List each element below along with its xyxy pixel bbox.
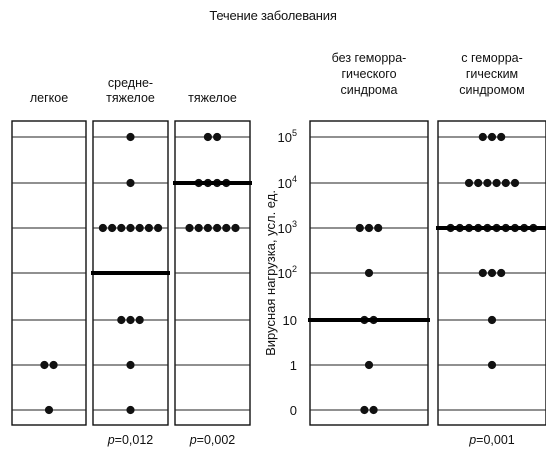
data-point — [478, 132, 487, 142]
chart-title: Течение заболевания — [209, 8, 337, 23]
data-point — [501, 178, 510, 188]
p-value-label: p=0,001 — [468, 433, 515, 447]
data-point — [185, 223, 194, 233]
data-point — [222, 223, 231, 233]
p-value-label: p=0,012 — [107, 433, 154, 447]
data-point — [510, 178, 520, 188]
data-point — [203, 132, 212, 142]
category-label: с геморра- — [461, 51, 523, 65]
category-label: без геморра- — [332, 51, 407, 65]
data-point — [487, 360, 497, 370]
data-point — [126, 315, 135, 325]
data-point — [117, 315, 126, 325]
y-tick-label: 1 — [290, 358, 297, 373]
category-label: синдромом — [459, 83, 524, 97]
data-point — [464, 178, 474, 188]
data-point — [364, 268, 374, 278]
y-tick-label: 0 — [290, 403, 297, 418]
data-point — [108, 223, 117, 233]
data-point — [474, 178, 483, 188]
category-label: средне- — [108, 76, 153, 90]
data-point — [231, 223, 240, 233]
data-point — [478, 268, 487, 278]
data-point — [126, 405, 135, 415]
data-point — [194, 223, 203, 233]
y-axis-label: Вирусная нагрузка, усл. ед. — [263, 190, 278, 356]
y-tick-label: 104 — [278, 174, 297, 191]
data-point — [374, 223, 383, 233]
data-point — [154, 223, 163, 233]
y-tick-label: 105 — [278, 128, 297, 145]
data-point — [369, 405, 378, 415]
data-point — [49, 360, 58, 370]
data-point — [213, 223, 222, 233]
data-point — [98, 223, 107, 233]
data-point — [144, 223, 153, 233]
data-point — [135, 315, 144, 325]
data-point — [364, 360, 374, 370]
category-label: синдрома — [341, 83, 398, 97]
data-point — [355, 223, 364, 233]
data-point — [135, 223, 144, 233]
data-point — [487, 268, 497, 278]
y-tick-label: 10 — [283, 313, 297, 328]
data-point — [203, 223, 212, 233]
category-label: легкое — [30, 91, 68, 105]
data-point — [126, 132, 135, 142]
p-value-label: p=0,002 — [189, 433, 236, 447]
data-point — [213, 132, 222, 142]
data-point — [360, 405, 369, 415]
data-point — [497, 132, 506, 142]
category-label: тяжелое — [188, 91, 237, 105]
data-point — [483, 178, 492, 188]
data-point — [487, 315, 497, 325]
y-tick-label: 102 — [278, 264, 297, 281]
data-point — [492, 178, 501, 188]
data-point — [126, 223, 135, 233]
category-label: тяжелое — [106, 91, 155, 105]
data-point — [126, 178, 135, 188]
data-point — [364, 223, 374, 233]
category-label: гического — [341, 67, 396, 81]
category-label: гическим — [466, 67, 518, 81]
data-point — [497, 268, 506, 278]
data-point — [487, 132, 497, 142]
data-point — [117, 223, 126, 233]
data-point — [40, 360, 49, 370]
y-tick-label: 103 — [278, 219, 297, 236]
data-point — [44, 405, 54, 415]
data-point — [126, 360, 135, 370]
